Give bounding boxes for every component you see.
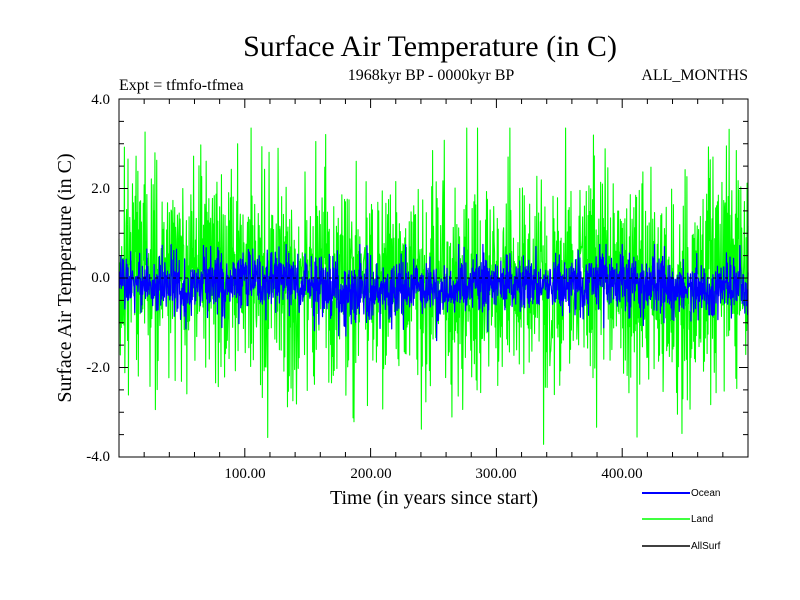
axis-ticks [119, 98, 748, 458]
legend: Ocean Land AllSurf [642, 488, 721, 552]
y-tick-label: 2.0 [91, 181, 110, 197]
chart-title: Surface Air Temperature (in C) [243, 30, 617, 63]
x-tick-label: 100.00 [224, 466, 265, 482]
y-tick-label: 4.0 [91, 92, 110, 108]
y-tick-label: -4.0 [86, 449, 110, 465]
x-tick-label: 300.00 [475, 466, 516, 482]
series-layer [118, 127, 749, 445]
plot-area [118, 98, 749, 458]
x-tick-label: 200.00 [350, 466, 391, 482]
x-axis-title: Time (in years since start) [330, 487, 538, 509]
y-tick-label: 0.0 [91, 270, 110, 286]
series-line-ocean [118, 243, 749, 342]
y-tick-label: -2.0 [86, 360, 110, 376]
time-range-label: 1968kyr BP - 0000kyr BP [348, 67, 515, 84]
experiment-label: Expt = tfmfo-tfmea [119, 77, 244, 94]
legend-label-allsurf: AllSurf [691, 541, 721, 552]
x-tick-labels: 100.00 200.00 300.00 400.00 [224, 466, 642, 482]
y-tick-labels: 4.0 2.0 0.0 -2.0 -4.0 [86, 92, 110, 465]
months-label: ALL_MONTHS [641, 67, 748, 84]
x-tick-label: 400.00 [601, 466, 642, 482]
legend-label-land: Land [691, 514, 713, 525]
legend-label-ocean: Ocean [691, 488, 720, 499]
y-axis-title: Surface Air Temperature (in C) [54, 153, 76, 402]
